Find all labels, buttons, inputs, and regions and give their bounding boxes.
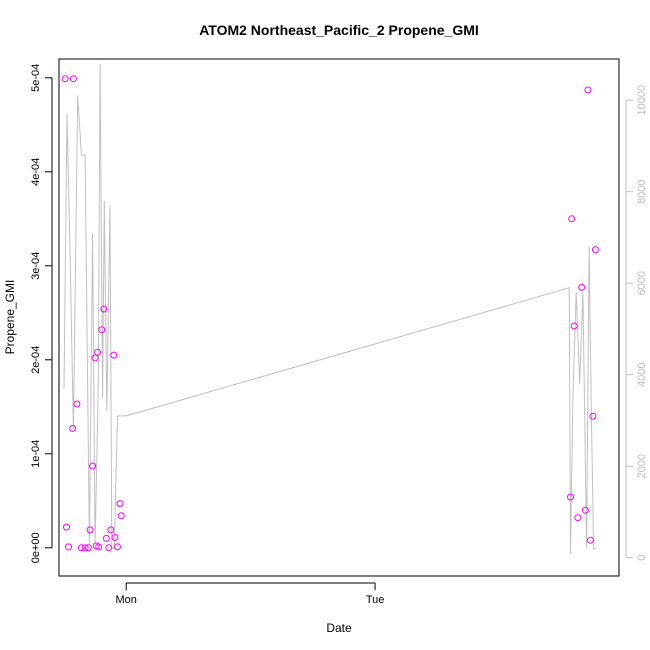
- y-tick-label: 3e-04: [30, 252, 42, 280]
- y-tick-label: 2e-04: [30, 346, 42, 374]
- data-point-13: [94, 348, 102, 356]
- data-point-5: [73, 400, 81, 408]
- y-tick-label: 1e-04: [30, 440, 42, 468]
- y2-tick-label: 2000: [636, 454, 648, 478]
- data-point-19: [107, 526, 115, 534]
- data-point-0: [61, 75, 69, 83]
- y2-tick-label: 10000: [636, 85, 648, 116]
- y-tick-label: 4e-04: [30, 158, 42, 186]
- y-axis-label: Propene_GMI: [3, 280, 17, 355]
- data-point-1: [63, 523, 70, 531]
- data-point-26: [568, 215, 576, 223]
- y-tick-label: 5e-04: [30, 64, 42, 92]
- data-point-4: [69, 75, 77, 83]
- data-point-2: [65, 543, 72, 551]
- series-line-0: [63, 63, 596, 554]
- y-tick-label: 0e+00: [30, 532, 42, 563]
- series-points-layer: [61, 75, 599, 552]
- data-point-34: [591, 246, 599, 254]
- data-point-33: [589, 412, 597, 420]
- x-tick-label: Tue: [366, 594, 385, 606]
- data-point-14: [95, 543, 103, 551]
- plot-frame: [58, 58, 620, 577]
- data-point-6: [77, 544, 85, 552]
- data-point-31: [584, 86, 592, 94]
- data-point-29: [578, 283, 586, 291]
- y-axis-right: 0 2000 4000 6000 8000 10000: [625, 85, 648, 561]
- y2-tick-label: 6000: [636, 271, 648, 295]
- data-point-25: [567, 493, 574, 501]
- data-point-7: [81, 544, 89, 552]
- y-axis-left: 0e+00 1e-04 2e-04 3e-04 4e-04 5e-04: [30, 64, 53, 563]
- data-point-11: [91, 354, 99, 362]
- data-point-20: [110, 351, 118, 359]
- data-point-32: [586, 536, 594, 544]
- data-point-23: [116, 500, 124, 508]
- data-point-28: [574, 514, 582, 522]
- x-tick-label: Mon: [115, 594, 136, 606]
- y2-tick-label: 8000: [636, 179, 648, 203]
- y2-tick-label: 4000: [636, 362, 648, 386]
- data-point-8: [84, 544, 92, 552]
- data-point-18: [105, 544, 113, 552]
- data-point-21: [111, 534, 119, 541]
- data-point-15: [98, 326, 106, 334]
- data-point-27: [570, 322, 578, 330]
- data-point-3: [69, 424, 77, 432]
- x-axis: Mon Tue: [115, 582, 385, 606]
- data-point-16: [100, 305, 108, 313]
- y2-tick-label: 0: [636, 555, 648, 561]
- data-point-10: [89, 462, 97, 470]
- data-point-30: [581, 506, 589, 514]
- data-point-9: [86, 526, 94, 534]
- data-point-22: [114, 543, 121, 551]
- chart-title: ATOM2 Northeast_Pacific_2 Propene_GMI: [199, 22, 479, 38]
- data-point-17: [102, 534, 110, 542]
- x-axis-label: Date: [326, 621, 352, 635]
- data-point-24: [117, 512, 125, 520]
- series-line-layer: [63, 63, 596, 554]
